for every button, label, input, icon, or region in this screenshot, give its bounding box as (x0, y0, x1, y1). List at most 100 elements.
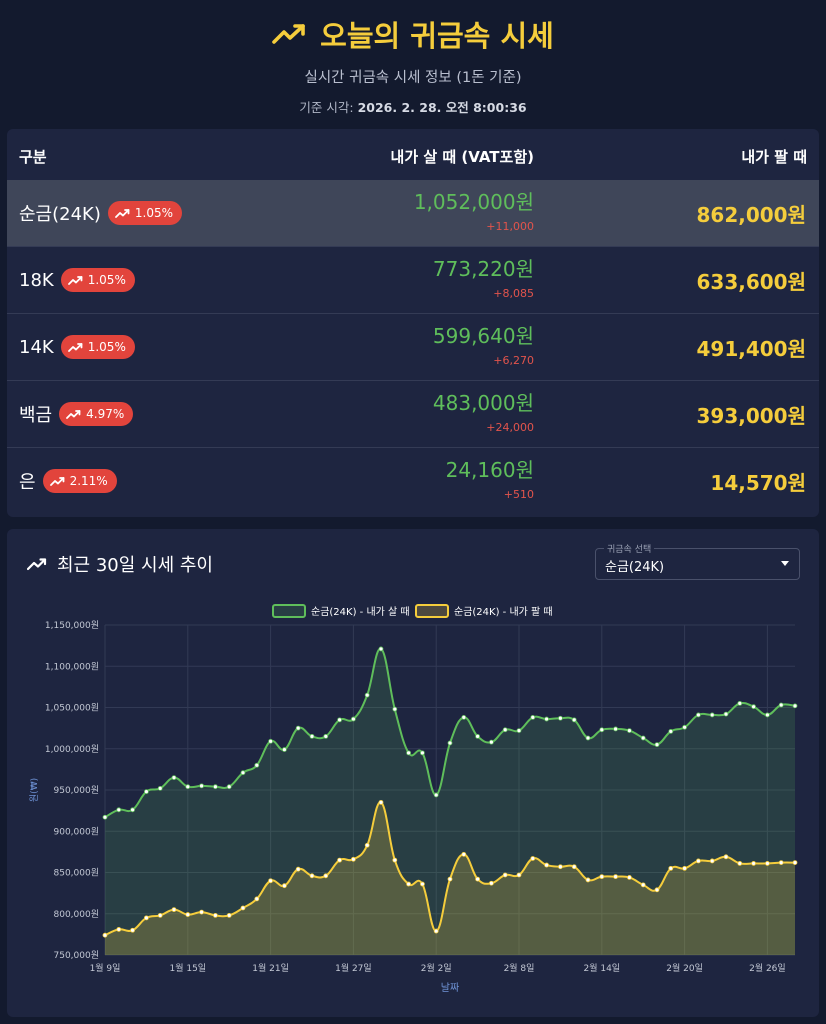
table-row[interactable]: 은 2.11% 24,160원 +510 14,570원 (7, 448, 819, 514)
data-point (157, 912, 163, 918)
buy-cell: 483,000원 +24,000 (433, 390, 534, 435)
data-point (295, 725, 301, 731)
data-point (185, 912, 191, 917)
data-point (751, 861, 756, 866)
trending-up-icon (272, 24, 305, 44)
series-area (105, 648, 795, 955)
data-point (295, 866, 301, 872)
row-name-cell: 순금(24K) 1.05% (19, 180, 182, 246)
buy-cell: 773,220원 +8,085 (433, 256, 534, 301)
data-point (765, 861, 770, 866)
trending-up-icon (67, 276, 83, 285)
data-point (419, 881, 425, 887)
data-point (268, 738, 274, 744)
data-point (530, 856, 536, 861)
data-point (709, 858, 715, 864)
data-point (488, 739, 494, 745)
data-point (226, 784, 232, 790)
y-axis-label: 원(₩) (29, 778, 40, 802)
data-point (392, 857, 398, 863)
data-point (406, 881, 412, 887)
data-point (226, 912, 232, 918)
x-tick-label: 2월 2일 (421, 962, 452, 974)
change-percent: 1.05% (87, 273, 126, 287)
table-row[interactable]: 순금(24K) 1.05% 1,052,000원 +11,000 862,000… (7, 180, 819, 247)
price-trend-chart: 750,000원 800,000원 850,000원 900,000원 950,000원… (29, 604, 798, 994)
data-point (378, 646, 384, 652)
data-point (696, 712, 701, 718)
data-point (171, 907, 177, 913)
data-point (502, 872, 508, 878)
data-point (199, 783, 205, 789)
y-tick-label: 1,050,000원 (45, 703, 99, 714)
data-point (599, 727, 605, 733)
data-point (502, 727, 508, 733)
data-point (613, 874, 618, 880)
data-point (792, 860, 798, 866)
y-tick-label: 1,000,000원 (45, 744, 99, 755)
dropdown-caret-icon (781, 561, 789, 566)
data-point (737, 700, 743, 706)
y-tick-label: 850,000원 (54, 868, 100, 879)
x-tick-label: 2월 20일 (666, 962, 703, 974)
data-point (475, 876, 481, 882)
data-point (585, 877, 591, 883)
buy-price: 1,052,000원 (413, 190, 534, 214)
buy-delta: +11,000 (486, 220, 534, 233)
data-point (102, 814, 108, 820)
page-title-row: 오늘의 귀금속 시세 (0, 12, 826, 56)
data-point (792, 703, 798, 709)
x-tick-label: 1월 15일 (169, 962, 206, 974)
data-point (627, 875, 632, 880)
data-point (364, 692, 370, 698)
x-tick-label: 2월 8일 (504, 962, 535, 974)
data-point (737, 861, 743, 866)
column-header-buy: 내가 살 때 (VAT포함) (390, 148, 534, 166)
data-point (130, 807, 135, 813)
data-point (433, 792, 439, 798)
data-point (337, 857, 343, 863)
buy-delta: +24,000 (486, 421, 534, 434)
column-header-sell: 내가 팔 때 (741, 148, 807, 166)
buy-price: 24,160원 (445, 458, 534, 482)
data-point (240, 905, 246, 911)
x-tick-label: 1월 21일 (252, 962, 289, 974)
data-point (254, 762, 260, 768)
trending-up-icon (66, 410, 81, 419)
metal-select-label: 귀금속 선택 (604, 542, 655, 555)
y-tick-label: 800,000원 (54, 909, 100, 920)
buy-cell: 24,160원 +510 (446, 457, 534, 502)
metal-name: 백금 (19, 405, 53, 426)
data-point (696, 858, 701, 864)
data-point (558, 864, 563, 870)
data-point (516, 872, 522, 878)
table-row[interactable]: 14K 1.05% 599,640원 +6,270 491,400원 (7, 314, 819, 381)
data-point (364, 842, 370, 848)
data-point (102, 932, 108, 938)
data-point (130, 927, 135, 933)
data-point (419, 750, 425, 756)
data-point (751, 704, 756, 710)
data-point (143, 789, 149, 795)
row-name-cell: 백금 4.97% (19, 381, 134, 447)
metal-name: 18K (19, 269, 54, 291)
data-point (668, 865, 674, 871)
data-point (171, 775, 177, 781)
data-point (143, 915, 149, 921)
timestamp-label: 기준 시각: (299, 100, 354, 115)
data-point (447, 876, 453, 882)
data-point (488, 880, 494, 886)
data-point (392, 706, 398, 712)
column-header-category: 구분 (19, 148, 47, 166)
legend-label: 순금(24K) - 내가 살 때 (311, 606, 410, 618)
table-row[interactable]: 백금 4.97% 483,000원 +24,000 393,000원 (7, 381, 819, 448)
buy-cell: 1,052,000원 +11,000 (414, 189, 534, 234)
sell-price: 862,000원 (696, 202, 807, 227)
table-row[interactable]: 18K 1.05% 773,220원 +8,085 633,600원 (7, 247, 819, 314)
sell-price: 14,570원 (710, 470, 806, 495)
data-point (185, 784, 191, 790)
row-name-cell: 18K 1.05% (19, 247, 135, 313)
metal-select[interactable]: 귀금속 선택 순금(24K) (595, 542, 800, 580)
data-point (475, 733, 481, 739)
data-point (627, 728, 632, 734)
